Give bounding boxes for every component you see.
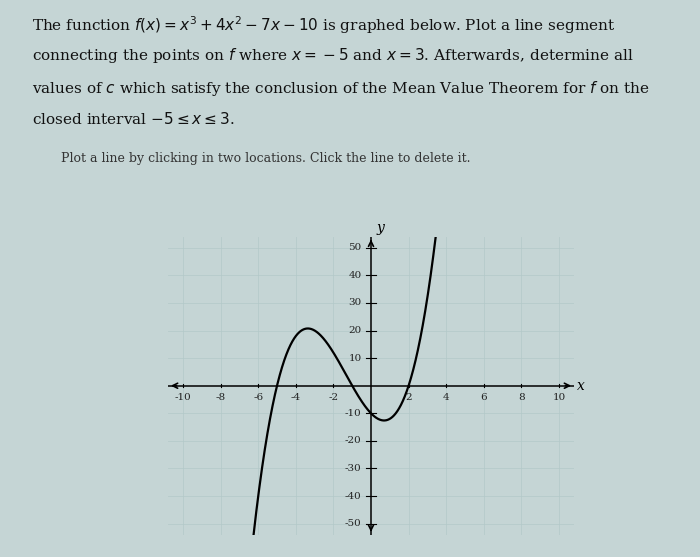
Text: -20: -20 [345, 436, 362, 446]
Text: -8: -8 [216, 393, 225, 402]
Text: connecting the points on $f$ where $x = -5$ and $x = 3$. Afterwards, determine a: connecting the points on $f$ where $x = … [32, 46, 634, 65]
Text: 50: 50 [349, 243, 362, 252]
Text: -30: -30 [345, 464, 362, 473]
Text: Plot a line by clicking in two locations. Click the line to delete it.: Plot a line by clicking in two locations… [62, 152, 470, 164]
Text: -4: -4 [290, 393, 301, 402]
Text: 4: 4 [443, 393, 449, 402]
Text: x: x [577, 379, 584, 393]
Text: 8: 8 [518, 393, 525, 402]
Text: -40: -40 [345, 492, 362, 501]
Text: -2: -2 [328, 393, 339, 402]
Text: closed interval $-5 \leq x \leq 3$.: closed interval $-5 \leq x \leq 3$. [32, 111, 235, 127]
Text: y: y [377, 221, 384, 236]
Text: 40: 40 [349, 271, 362, 280]
Text: -50: -50 [345, 519, 362, 528]
Text: 30: 30 [349, 299, 362, 307]
Text: 10: 10 [349, 354, 362, 363]
Text: -10: -10 [175, 393, 191, 402]
Text: values of $c$ which satisfy the conclusion of the Mean Value Theorem for $f$ on : values of $c$ which satisfy the conclusi… [32, 79, 649, 97]
Text: 20: 20 [349, 326, 362, 335]
Text: 6: 6 [480, 393, 487, 402]
Text: 2: 2 [405, 393, 412, 402]
Text: -10: -10 [345, 409, 362, 418]
Text: 10: 10 [552, 393, 566, 402]
Text: -6: -6 [253, 393, 263, 402]
Text: The function $f(x) = x^3 + 4x^2 - 7x - 10$ is graphed below. Plot a line segment: The function $f(x) = x^3 + 4x^2 - 7x - 1… [32, 14, 615, 36]
